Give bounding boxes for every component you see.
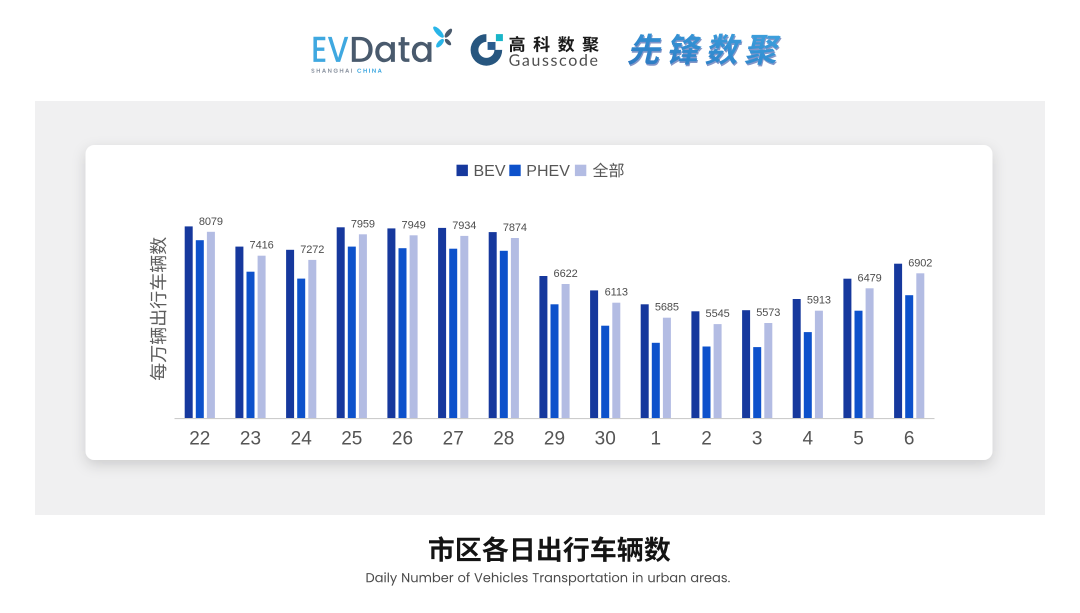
svg-text:PHEV: PHEV: [526, 163, 570, 180]
svg-text:7949: 7949: [402, 219, 426, 231]
svg-text:30: 30: [595, 428, 616, 449]
svg-text:27: 27: [443, 428, 464, 449]
svg-text:5573: 5573: [756, 307, 780, 319]
svg-text:7874: 7874: [503, 222, 527, 234]
svg-text:6: 6: [904, 428, 915, 449]
svg-text:5: 5: [853, 428, 864, 449]
svg-text:BEV: BEV: [474, 163, 506, 180]
svg-text:1: 1: [651, 428, 662, 449]
svg-text:5913: 5913: [807, 295, 831, 307]
svg-text:7272: 7272: [300, 244, 324, 256]
svg-text:6622: 6622: [554, 268, 578, 280]
svg-text:2: 2: [701, 428, 712, 449]
svg-text:22: 22: [189, 428, 210, 449]
svg-text:6479: 6479: [858, 272, 882, 284]
svg-text:24: 24: [291, 428, 313, 449]
svg-text:7934: 7934: [452, 220, 476, 232]
svg-text:8079: 8079: [199, 216, 223, 228]
svg-text:5545: 5545: [706, 308, 730, 320]
svg-text:29: 29: [544, 428, 565, 449]
svg-text:6902: 6902: [908, 257, 932, 269]
svg-text:5685: 5685: [655, 302, 679, 314]
svg-text:25: 25: [341, 428, 362, 449]
svg-text:3: 3: [752, 428, 763, 449]
svg-text:23: 23: [240, 428, 261, 449]
svg-text:7416: 7416: [250, 240, 274, 252]
svg-text:26: 26: [392, 428, 413, 449]
svg-text:4: 4: [803, 428, 814, 449]
svg-text:28: 28: [493, 428, 514, 449]
svg-text:6113: 6113: [605, 287, 628, 299]
svg-text:7959: 7959: [351, 218, 375, 230]
